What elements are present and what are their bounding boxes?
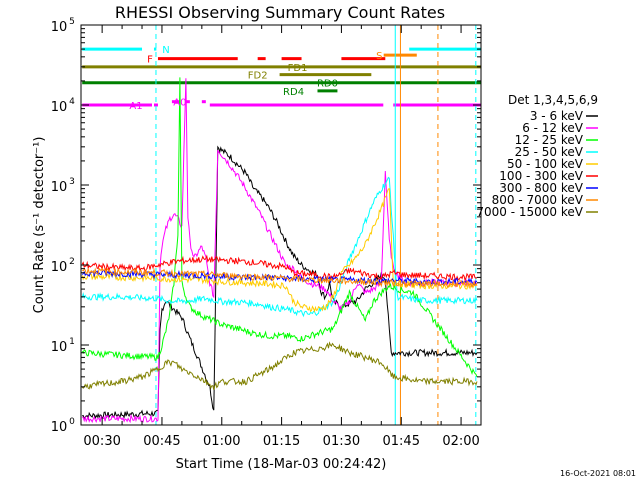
- y-tick-label: 10: [51, 260, 68, 275]
- legend-entry-label: 25 - 50 keV: [515, 145, 584, 159]
- y-tick-exponent: 5: [69, 17, 75, 27]
- series-line-1: [81, 78, 478, 424]
- y-tick-exponent: 4: [69, 97, 75, 107]
- series-layer: [81, 77, 478, 424]
- series-line-6: [81, 269, 478, 287]
- x-axis-label: Start Time (18-Mar-03 00:24:42): [176, 457, 387, 472]
- flag-label-rd0: RD0: [317, 79, 338, 90]
- legend-entry-label: 300 - 800 keV: [499, 181, 583, 195]
- footer-timestamp: 16-Oct-2021 08:01: [560, 469, 636, 478]
- flag-label-f: F: [147, 55, 153, 66]
- flag-label-fd1: FD1: [288, 63, 308, 74]
- series-line-0: [82, 145, 478, 421]
- x-tick-label: 01:00: [203, 434, 240, 449]
- flag-label-s: S: [376, 51, 382, 62]
- series-line-5: [81, 254, 478, 282]
- series-line-3: [81, 176, 478, 318]
- x-tick-label: 00:45: [143, 434, 180, 449]
- vertical-markers-layer: [155, 25, 477, 425]
- series-line-8: [81, 341, 478, 390]
- x-tick-label: 01:45: [383, 434, 420, 449]
- y-tick-exponent: 1: [69, 337, 75, 347]
- y-axis-label: Count Rate (s⁻¹ detector⁻¹): [32, 137, 47, 314]
- x-tick-label: 01:30: [323, 434, 360, 449]
- flags-layer: [82, 47, 481, 107]
- x-tick-label: 00:30: [83, 434, 120, 449]
- chart-title: RHESSI Observing Summary Count Rates: [115, 3, 445, 22]
- y-tick-exponent: 2: [69, 257, 75, 267]
- y-tick-exponent: 0: [69, 417, 75, 427]
- legend-entry-label: 50 - 100 keV: [507, 157, 584, 171]
- plot-frame: [80, 24, 482, 426]
- legend-title: Det 1,3,4,5,6,9: [508, 93, 598, 107]
- legend-entry-label: 100 - 300 keV: [499, 169, 583, 183]
- flag-label-a0: A0: [173, 98, 186, 109]
- y-tick-exponent: 3: [69, 177, 75, 187]
- flag-label-n: N: [162, 45, 169, 56]
- flag-label-rd4: RD4: [283, 87, 304, 98]
- legend-entry-label: 6 - 12 keV: [522, 121, 584, 135]
- y-tick-label: 10: [51, 180, 68, 195]
- y-tick-label: 10: [51, 420, 68, 435]
- series-line-7: [82, 267, 478, 289]
- legend-entry-label: 7000 - 15000 keV: [476, 205, 583, 219]
- legend-entry-label: 3 - 6 keV: [530, 109, 584, 123]
- x-tick-label: 02:00: [442, 434, 479, 449]
- flag-labels: N S F FD1 FD2 RD0 RD4 A0 A1: [129, 45, 382, 112]
- flag-label-fd2: FD2: [248, 71, 268, 82]
- flag-label-a1: A1: [129, 101, 142, 112]
- legend-entry-label: 800 - 7000 keV: [492, 193, 584, 207]
- y-tick-label: 10: [51, 20, 68, 35]
- x-tick-label: 01:15: [263, 434, 300, 449]
- series-line-2: [81, 77, 478, 377]
- y-tick-label: 10: [51, 100, 68, 115]
- y-tick-label: 10: [51, 340, 68, 355]
- legend-entry-label: 12 - 25 keV: [515, 133, 584, 147]
